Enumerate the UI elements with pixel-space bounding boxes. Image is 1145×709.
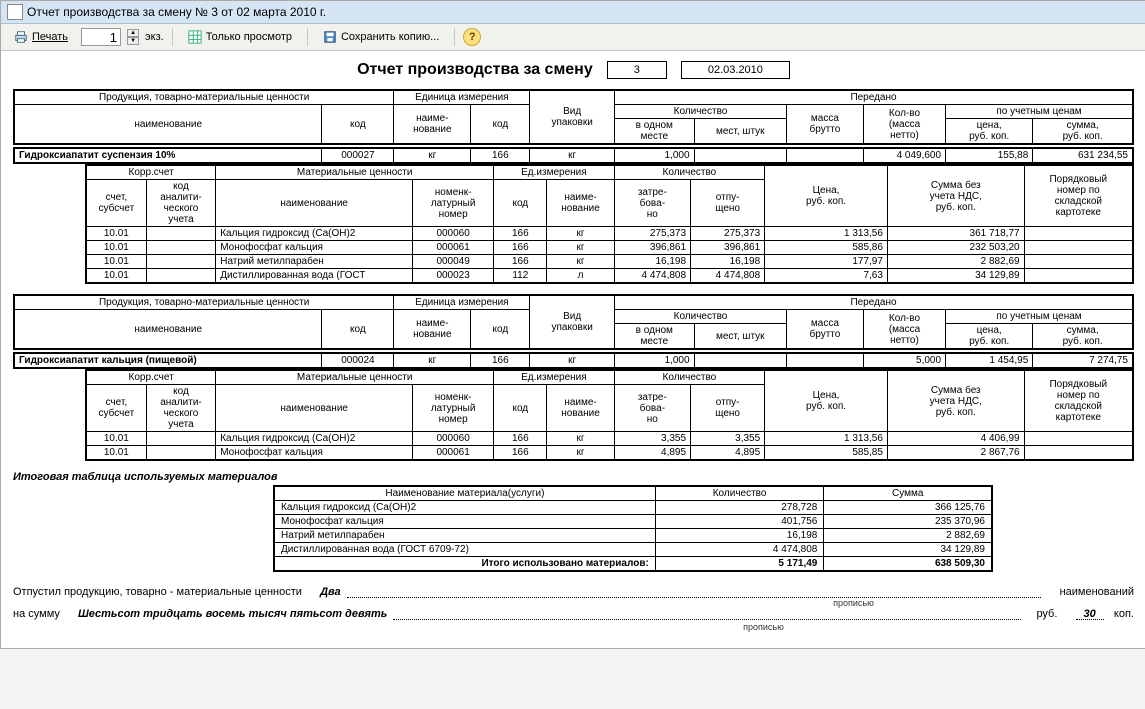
printer-icon	[14, 30, 28, 44]
materials-table: Корр.счет Материальные ценности Ед.измер…	[85, 164, 1134, 284]
save-icon	[323, 30, 337, 44]
product-row: Гидроксиапатит кальция (пищевой)000024 к…	[13, 352, 1134, 369]
on-sum-label: на сумму	[13, 608, 60, 620]
totals-total-sum: 638 509,30	[824, 557, 992, 572]
report-date: 02.03.2010	[681, 61, 790, 79]
names-label: наименований	[1060, 586, 1134, 598]
help-button[interactable]: ?	[463, 28, 481, 46]
grid-icon	[188, 30, 202, 44]
totals-row: Дистиллированная вода (ГОСТ 6709-72)4 47…	[274, 543, 992, 557]
view-only-button[interactable]: Только просмотр	[181, 27, 299, 47]
signature-block: Отпустил продукцию, товарно - материальн…	[13, 586, 1134, 632]
totals-row: Кальция гидроксид (Ca(OH)2278,728366 125…	[274, 501, 992, 515]
copies-input[interactable]	[81, 28, 121, 46]
toolbar-separator	[454, 28, 455, 46]
material-row: 10.01 Натрий метилпарабен000049 166кг 16…	[86, 255, 1133, 269]
toolbar-separator	[307, 28, 308, 46]
product-header-table: Продукция, товарно-материальные ценности…	[13, 89, 1134, 145]
released-label: Отпустил продукцию, товарно - материальн…	[13, 586, 302, 598]
product-row: Гидроксиапатит суспензия 10%000027 кг166…	[13, 147, 1134, 164]
materials-table: Корр.счет Материальные ценности Ед.измер…	[85, 369, 1134, 461]
view-only-label: Только просмотр	[206, 31, 292, 43]
report-page: Отчет производства за смену 3 02.03.2010…	[1, 51, 1145, 648]
material-row: 10.01 Монофосфат кальция000061 166кг 396…	[86, 241, 1133, 255]
titlebar: Отчет производства за смену № 3 от 02 ма…	[1, 1, 1145, 24]
sum-words: Шестьсот тридцать восемь тысяч пятьсот д…	[78, 608, 387, 620]
app-window: Отчет производства за смену № 3 от 02 ма…	[0, 0, 1145, 649]
totals-row: Монофосфат кальция401,756235 370,96	[274, 515, 992, 529]
report-title: Отчет производства за смену	[357, 61, 593, 79]
totals-row: Натрий метилпарабен16,1982 882,69	[274, 529, 992, 543]
totals-col-sum: Сумма	[824, 486, 992, 501]
totals-total-label: Итого использовано материалов:	[274, 557, 655, 572]
count-words: Два	[320, 586, 341, 598]
copies-up-button[interactable]: ▲	[127, 29, 139, 37]
material-row: 10.01 Кальция гидроксид (Ca(OH)2000060 1…	[86, 432, 1133, 446]
report-header: Отчет производства за смену 3 02.03.2010	[13, 61, 1134, 79]
totals-table: Наименование материала(услуги) Количеств…	[273, 485, 993, 572]
material-row: 10.01 Дистиллированная вода (ГОСТ000023 …	[86, 269, 1133, 284]
product-header-table: Продукция, товарно-материальные ценности…	[13, 294, 1134, 350]
print-label: Печать	[32, 31, 68, 43]
totals-total-qty: 5 171,49	[655, 557, 824, 572]
kop-val: 30	[1084, 608, 1096, 620]
toolbar: Печать ▲ ▼ экз. Только просмотр Сохранит…	[1, 24, 1145, 51]
save-copy-label: Сохранить копию...	[341, 31, 439, 43]
copies-label: экз.	[145, 31, 164, 43]
totals-col-name: Наименование материала(услуги)	[274, 486, 655, 501]
rub-label: руб.	[1036, 608, 1057, 620]
copies-spinner: ▲ ▼	[127, 29, 139, 45]
propisyu-label-1: прописью	[573, 598, 1134, 608]
print-button[interactable]: Печать	[7, 27, 75, 47]
document-icon	[7, 4, 23, 20]
totals-col-qty: Количество	[655, 486, 824, 501]
material-row: 10.01 Монофосфат кальция000061 166кг 4,8…	[86, 446, 1133, 461]
save-copy-button[interactable]: Сохранить копию...	[316, 27, 446, 47]
count-line	[347, 597, 1042, 598]
material-row: 10.01 Кальция гидроксид (Ca(OH)2000060 1…	[86, 227, 1133, 241]
sum-line	[393, 619, 1021, 620]
report-number: 3	[607, 61, 667, 79]
kop-label: коп.	[1114, 608, 1134, 620]
toolbar-separator	[172, 28, 173, 46]
totals-total-row: Итого использовано материалов: 5 171,49 …	[274, 557, 992, 572]
copies-down-button[interactable]: ▼	[127, 37, 139, 45]
totals-title: Итоговая таблица используемых материалов	[13, 471, 1134, 483]
window-title: Отчет производства за смену № 3 от 02 ма…	[27, 5, 326, 19]
propisyu-label-2: прописью	[393, 622, 1134, 632]
